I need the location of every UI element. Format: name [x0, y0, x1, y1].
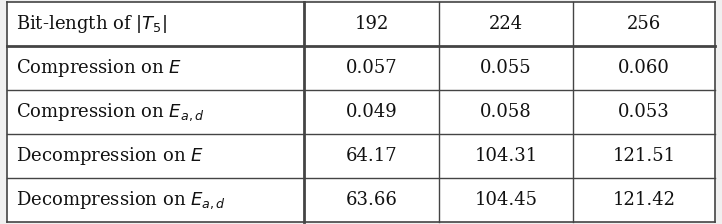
Text: 64.17: 64.17: [346, 147, 397, 165]
Text: 104.45: 104.45: [474, 191, 538, 209]
Text: Bit-length of $|T_5|$: Bit-length of $|T_5|$: [17, 13, 168, 35]
Text: 0.060: 0.060: [618, 59, 670, 77]
Text: 0.053: 0.053: [618, 103, 670, 121]
Text: 224: 224: [489, 15, 523, 33]
Text: Compression on $E$: Compression on $E$: [17, 57, 183, 79]
Text: 192: 192: [355, 15, 389, 33]
Text: 121.42: 121.42: [612, 191, 676, 209]
Text: Decompression on $E$: Decompression on $E$: [17, 145, 204, 167]
Text: Compression on $E_{a,d}$: Compression on $E_{a,d}$: [17, 101, 205, 123]
Text: 0.057: 0.057: [346, 59, 397, 77]
Text: 0.055: 0.055: [480, 59, 532, 77]
Text: 0.049: 0.049: [346, 103, 398, 121]
Text: Decompression on $E_{a,d}$: Decompression on $E_{a,d}$: [17, 189, 227, 211]
Text: 0.058: 0.058: [480, 103, 532, 121]
Text: 63.66: 63.66: [346, 191, 398, 209]
Text: 121.51: 121.51: [612, 147, 676, 165]
Text: 256: 256: [627, 15, 661, 33]
Text: 104.31: 104.31: [474, 147, 538, 165]
